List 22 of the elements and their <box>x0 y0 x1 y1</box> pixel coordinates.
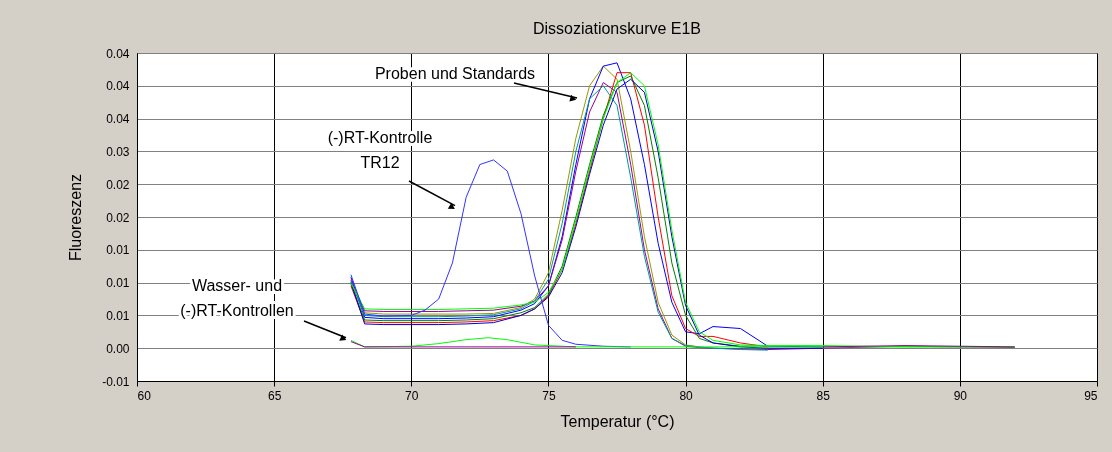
x-tick-label: 65 <box>267 388 282 403</box>
y-tick-label: 0.04 <box>106 112 130 127</box>
y-tick-label: 0.02 <box>106 210 130 225</box>
x-tick-label: 90 <box>953 388 968 403</box>
x-tick-label: 75 <box>542 388 556 403</box>
y-tick-label: -0.01 <box>102 374 130 389</box>
y-tick-label: 0.04 <box>106 79 130 94</box>
chart-title: Dissoziationskurve E1B <box>532 20 702 37</box>
y-axis-title: Fluoreszenz <box>67 173 85 262</box>
y-tick-label: 0.03 <box>106 144 130 159</box>
x-tick-label: 70 <box>405 388 419 403</box>
x-tick-label: 60 <box>137 388 152 403</box>
y-tick-label: 0.01 <box>106 308 130 323</box>
y-tick-label: 0.01 <box>106 243 130 258</box>
x-axis-title: Temperatur (°C) <box>560 412 675 430</box>
y-tick-label: 0.04 <box>106 46 130 61</box>
y-tick-label: 0.02 <box>106 177 130 192</box>
x-tick-label: 80 <box>679 388 694 403</box>
y-tick-label: 0.01 <box>106 276 130 291</box>
y-tick-label: 0.00 <box>106 341 130 356</box>
x-tick-label: 85 <box>816 388 831 403</box>
x-tick-label: 95 <box>1084 388 1098 403</box>
